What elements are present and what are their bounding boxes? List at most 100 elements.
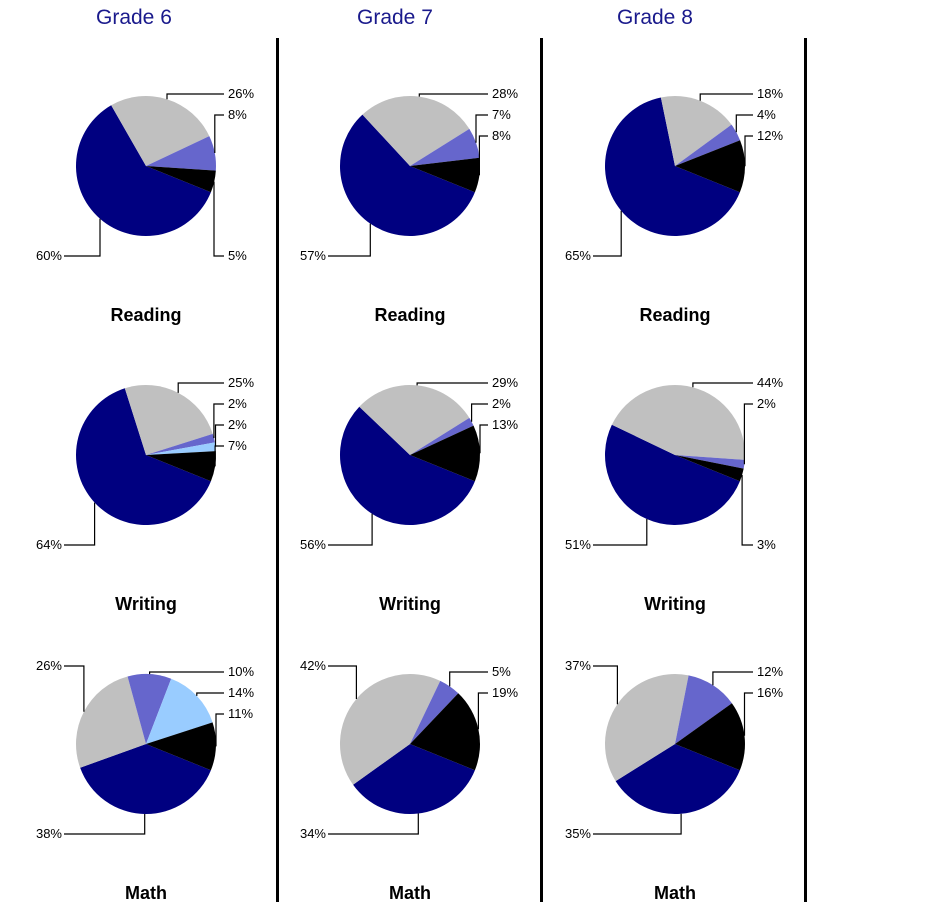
pie-slice: [362, 96, 470, 166]
slice-percent-label: 38%: [36, 826, 62, 841]
slice-percent-label: 2%: [757, 396, 776, 411]
pie-slice: [660, 96, 732, 166]
slice-percent-label: 26%: [36, 658, 62, 673]
pie-slice: [605, 673, 689, 782]
pie-slice: [146, 451, 216, 482]
slice-percent-label: 5%: [492, 664, 511, 679]
column-divider: [540, 38, 543, 902]
pie-slice: [124, 385, 213, 455]
slice-percent-label: 37%: [565, 658, 591, 673]
leader-line: [177, 382, 224, 393]
leader-line: [149, 671, 224, 675]
pie-slice: [339, 406, 475, 526]
leader-line: [328, 513, 373, 546]
subject-title: Writing: [644, 594, 706, 614]
pie-chart-math-6: 26% 10% 14% 11% 38% Math: [36, 658, 254, 902]
pie-slice: [675, 675, 732, 744]
pie-slice: [146, 433, 215, 455]
slice-percent-label: 26%: [228, 86, 254, 101]
pie-slice: [410, 157, 481, 193]
leader-line: [328, 813, 419, 835]
slice-percent-label: 29%: [492, 375, 518, 390]
slice-percent-label: 2%: [492, 396, 511, 411]
slice-percent-label: 64%: [36, 537, 62, 552]
slice-percent-label: 8%: [492, 128, 511, 143]
leader-line: [449, 671, 488, 687]
pie-slice: [146, 722, 216, 771]
leader-line: [64, 218, 101, 257]
leader-line: [213, 181, 224, 257]
slice-percent-label: 8%: [228, 107, 247, 122]
slice-percent-label: 44%: [757, 375, 783, 390]
pie-slice: [359, 385, 470, 455]
grade-7-header: Grade 7: [357, 6, 433, 29]
pie-slice: [675, 703, 745, 771]
leader-line: [64, 814, 146, 835]
leader-line: [478, 135, 488, 176]
pie-chart-reading-8: 18% 4% 12% 65% Reading: [565, 86, 783, 325]
slice-percent-label: 65%: [565, 248, 591, 263]
pie-slice: [75, 105, 211, 237]
leader-line: [418, 93, 488, 97]
leader-line: [213, 403, 224, 439]
subject-title: Writing: [115, 594, 177, 614]
leader-line: [471, 403, 488, 422]
slice-percent-label: 42%: [300, 658, 326, 673]
slice-percent-label: 3%: [757, 537, 776, 552]
leader-line: [64, 502, 96, 546]
slice-percent-label: 7%: [492, 107, 511, 122]
leader-line: [593, 210, 622, 257]
leader-line: [743, 403, 753, 465]
pie-slice: [611, 384, 746, 460]
pie-slice: [410, 693, 480, 771]
pie-slice: [410, 417, 474, 455]
leader-line: [166, 93, 224, 100]
slice-percent-label: 19%: [492, 685, 518, 700]
pie-slice: [410, 680, 459, 744]
pie-slice: [604, 424, 740, 526]
slice-percent-label: 18%: [757, 86, 783, 101]
subject-title: Math: [654, 883, 696, 902]
pie-slice: [675, 140, 745, 193]
slice-percent-label: 2%: [228, 396, 247, 411]
pie-chart-writing-7: 29% 2% 13% 56% Writing: [300, 375, 518, 614]
slice-percent-label: 35%: [565, 826, 591, 841]
slice-percent-label: 57%: [300, 248, 326, 263]
column-divider: [804, 38, 807, 902]
slice-percent-label: 2%: [228, 417, 247, 432]
pie-chart-math-7: 42% 5% 19% 34% Math: [300, 658, 518, 902]
pie-slice: [111, 96, 210, 166]
slice-percent-label: 14%: [228, 685, 254, 700]
pie-slice: [410, 128, 480, 166]
pie-chart-writing-6: 25% 2% 2% 7% 64% Writing: [36, 375, 254, 614]
leader-line: [692, 382, 753, 388]
leader-line: [64, 665, 85, 712]
leader-line: [328, 665, 357, 699]
pie-slice: [339, 673, 441, 785]
slice-percent-label: 10%: [228, 664, 254, 679]
pie-slice: [75, 388, 211, 526]
pie-slice: [675, 124, 741, 166]
grade-6-header: Grade 6: [96, 6, 172, 29]
slice-percent-label: 34%: [300, 826, 326, 841]
slice-percent-label: 25%: [228, 375, 254, 390]
pie-chart-writing-8: 44% 2% 3% 51% Writing: [565, 375, 783, 614]
leader-line: [744, 135, 753, 167]
slice-percent-label: 16%: [757, 685, 783, 700]
subject-title: Math: [389, 883, 431, 902]
pie-slice: [127, 673, 172, 744]
pie-chart-reading-7: 28% 7% 8% 57% Reading: [300, 86, 518, 325]
leader-line: [479, 424, 488, 454]
leader-line: [214, 424, 224, 447]
leader-line: [593, 813, 682, 835]
slice-percent-label: 7%: [228, 438, 247, 453]
pie-slice: [146, 442, 216, 455]
leader-line: [477, 692, 488, 730]
slice-percent-label: 12%: [757, 664, 783, 679]
slice-percent-label: 5%: [228, 248, 247, 263]
leader-line: [328, 223, 371, 257]
pie-slice: [675, 455, 744, 482]
leader-line: [712, 671, 753, 686]
subject-title: Math: [125, 883, 167, 902]
